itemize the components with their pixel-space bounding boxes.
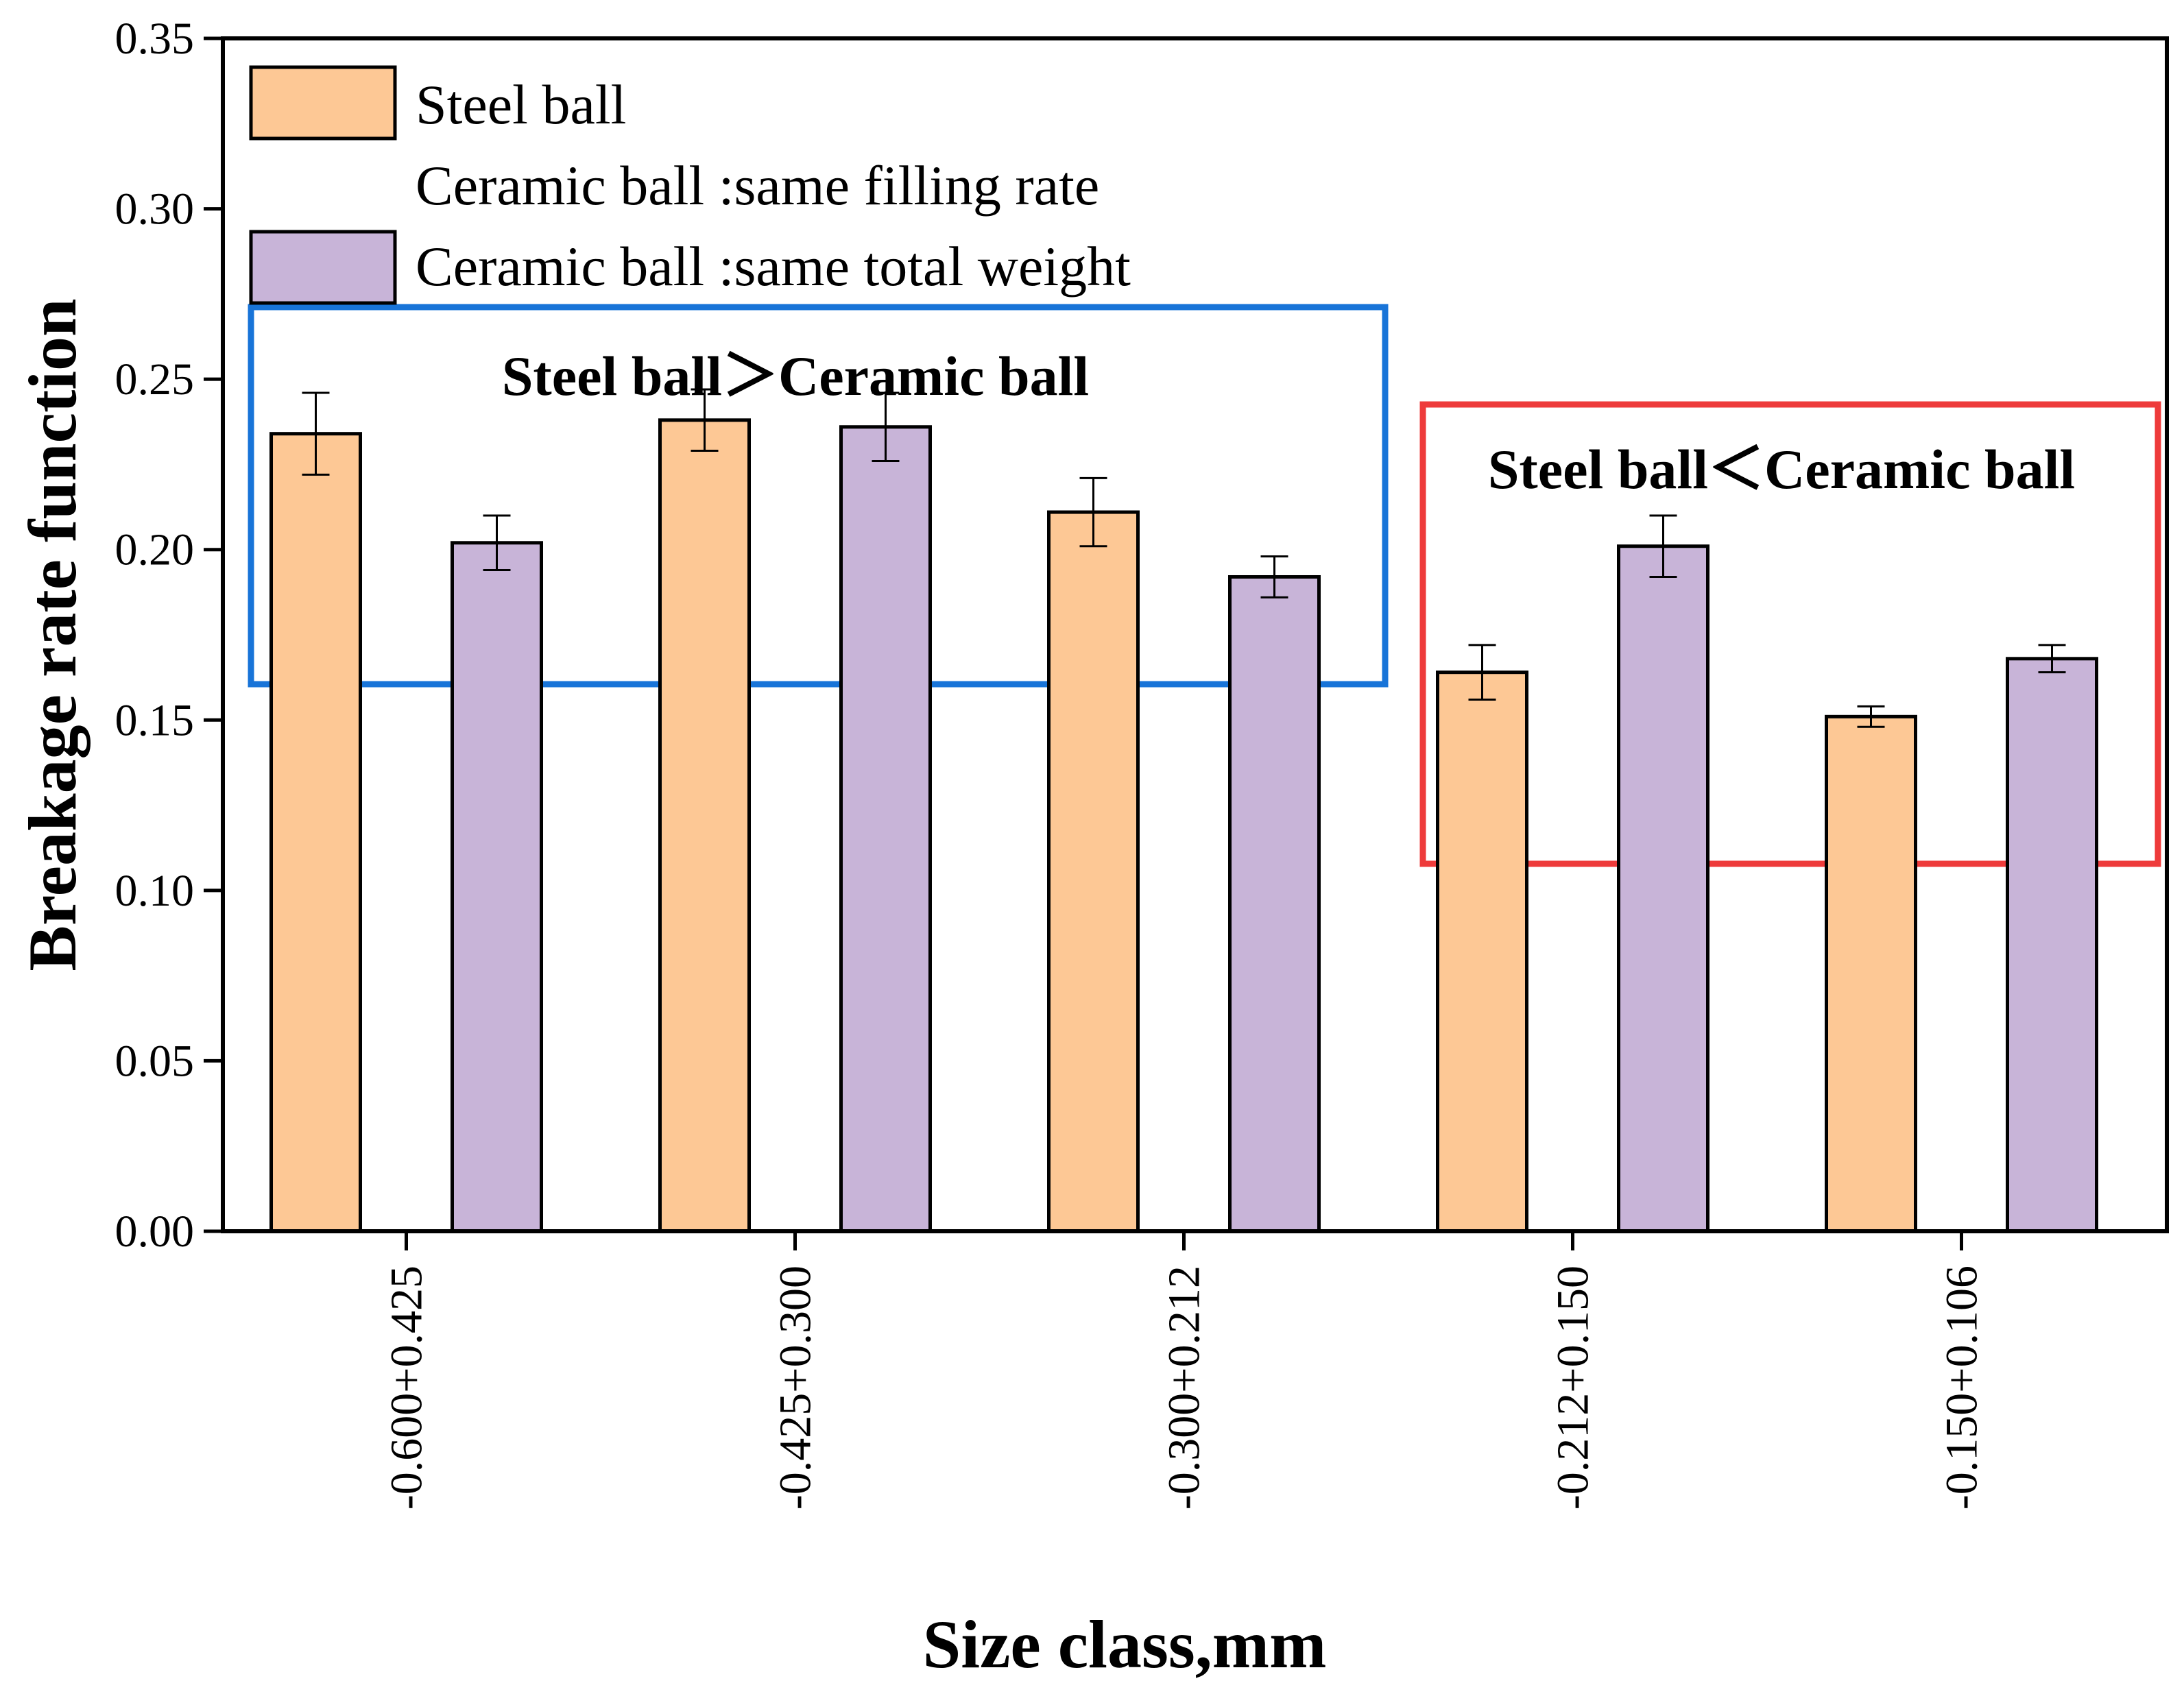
x-tick-label: -0.150+0.106 [1937,1266,1987,1510]
bar-ceramic-4 [2006,657,2098,1233]
bar-steel-0 [269,432,362,1233]
legend-label-steel: Steel ball [416,73,626,136]
bar-steel-3 [1436,670,1528,1233]
error-bar-ceramic-2 [1260,555,1288,598]
x-axis-ticks: -0.600+0.425 -0.425+0.300 -0.300+0.212 -0.2… [382,1231,1987,1510]
x-axis-title: Size class,mm [923,1606,1327,1682]
x-tick-label: -0.600+0.425 [382,1266,432,1510]
legend-label-ceramic-weight: Ceramic ball :same total weight [416,235,1131,298]
x-tick-label: -0.212+0.150 [1548,1266,1598,1510]
legend-swatch-ceramic-weight [249,230,397,305]
error-bar-ceramic-4 [2038,644,2066,674]
error-bar-steel-1 [691,388,719,452]
legend-swatch-steel [249,65,397,141]
y-tick-label: 0.05 [115,1036,195,1086]
bar-steel-2 [1047,510,1140,1233]
errorbars-group [302,388,2066,728]
bar-steel-4 [1825,714,1917,1233]
y-tick-label: 0.15 [115,695,195,745]
error-bar-ceramic-0 [483,514,511,572]
annotation-box-steel-less [1419,401,2161,867]
y-axis-ticks: 0.00 0.05 0.10 0.15 0.20 0.25 0.30 0.35 [115,14,223,1257]
annotation-steel-greater: Steel ball＞Ceramic ball [502,345,1089,407]
y-tick-label: 0.00 [115,1207,195,1257]
error-bar-steel-0 [302,391,330,476]
annotation-box-steel-greater [248,304,1389,688]
error-bar-steel-4 [1857,705,1885,728]
y-tick-label: 0.25 [115,354,195,404]
y-tick-label: 0.20 [115,525,195,575]
y-tick-label: 0.35 [115,14,195,64]
x-tick-label: -0.425+0.300 [771,1266,821,1510]
error-bar-steel-2 [1079,476,1107,548]
bar-ceramic-3 [1617,544,1709,1233]
bar-ceramic-0 [451,541,543,1233]
y-tick-label: 0.10 [115,866,195,916]
legend-label-ceramic-filling: Ceramic ball :same filling rate [416,154,1099,217]
annotation-steel-less: Steel ball＜Ceramic ball [1488,438,2075,500]
error-bar-ceramic-3 [1649,514,1677,578]
bar-ceramic-1 [839,425,932,1233]
error-bar-ceramic-1 [872,391,900,462]
x-tick-label: -0.300+0.212 [1160,1266,1210,1510]
plot-frame [221,36,2169,1233]
legend: Steel ball Ceramic ball :same filling ra… [249,65,1131,305]
bar-ceramic-2 [1228,574,1321,1233]
error-bar-steel-3 [1468,644,1496,701]
y-tick-label: 0.30 [115,184,195,234]
y-axis-title: Breakage rate function [14,298,91,971]
bar-steel-1 [658,418,751,1233]
